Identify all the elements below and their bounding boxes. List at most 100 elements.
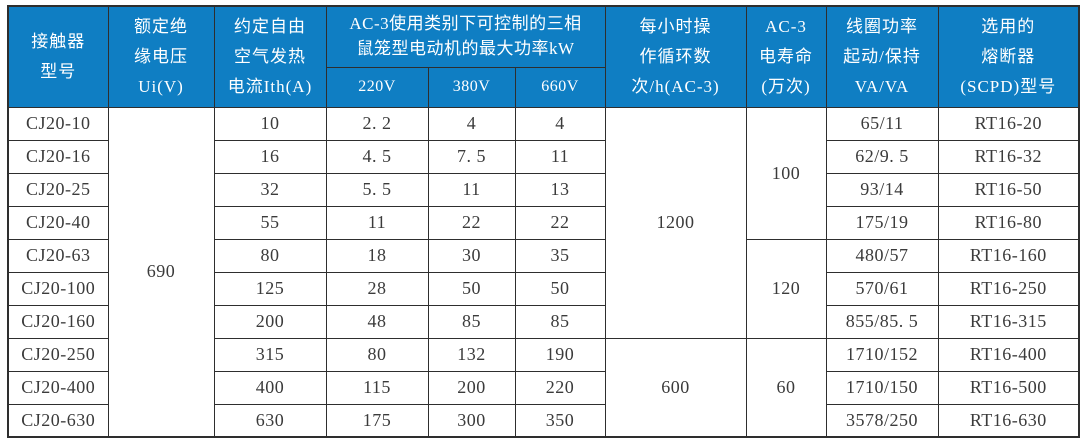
- cell-power-380v: 50: [427, 271, 516, 306]
- header-row-top: 接触器 型号 额定绝 缘电压 Ui(V) 约定自由 空气发热 电流Ith(A) …: [7, 5, 1080, 108]
- cell-power-220v: 175: [325, 403, 429, 438]
- cell-power-220v: 115: [325, 370, 429, 405]
- cell-fuse: RT16-630: [937, 403, 1080, 438]
- cell-power-220v: 80: [325, 337, 429, 372]
- cell-model: CJ20-100: [7, 271, 109, 306]
- header-insulation-voltage: 额定绝 缘电压 Ui(V): [107, 5, 215, 108]
- cell-coil-power: 62/9. 5: [825, 139, 939, 174]
- cell-fuse: RT16-400: [937, 337, 1080, 372]
- cell-power-380v: 11: [427, 172, 516, 207]
- header-operating-cycles: 每小时操 作循环数 次/h(AC-3): [604, 5, 747, 108]
- cell-life-group: 120: [745, 238, 827, 339]
- contactor-spec-table: 接触器 型号 额定绝 缘电压 Ui(V) 约定自由 空气发热 电流Ith(A) …: [7, 5, 1081, 438]
- cell-model: CJ20-63: [7, 238, 109, 273]
- cell-model: CJ20-250: [7, 337, 109, 372]
- header-thermal-current: 约定自由 空气发热 电流Ith(A): [213, 5, 327, 108]
- cell-power-380v: 300: [427, 403, 516, 438]
- cell-power-220v: 5. 5: [325, 172, 429, 207]
- cell-fuse: RT16-20: [937, 106, 1080, 141]
- cell-fuse: RT16-50: [937, 172, 1080, 207]
- cell-ui-voltage: 690: [107, 106, 215, 438]
- cell-power-220v: 4. 5: [325, 139, 429, 174]
- cell-life-group: 100: [745, 106, 827, 240]
- cell-model: CJ20-40: [7, 205, 109, 240]
- cell-ith: 125: [213, 271, 327, 306]
- cell-ith: 80: [213, 238, 327, 273]
- table-row: CJ20-100 125 28 50 50 570/61 RT16-250: [7, 271, 1080, 306]
- table-row: CJ20-250 315 80 132 190 600 60 1710/152 …: [7, 337, 1080, 438]
- cell-power-660v: 13: [514, 172, 606, 207]
- cell-model: CJ20-16: [7, 139, 109, 174]
- cell-model: CJ20-25: [7, 172, 109, 207]
- cell-power-220v: 2. 2: [325, 106, 429, 141]
- cell-model: CJ20-400: [7, 370, 109, 405]
- header-220v: 220V: [325, 66, 429, 108]
- header-model: 接触器 型号: [7, 5, 109, 108]
- cell-ith: 10: [213, 106, 327, 141]
- cell-coil-power: 175/19: [825, 205, 939, 240]
- cell-ith: 400: [213, 370, 327, 405]
- header-380v: 380V: [427, 66, 516, 108]
- table-row: CJ20-630 630 175 300 350 3578/250 RT16-6…: [7, 403, 1080, 438]
- cell-power-660v: 85: [514, 304, 606, 339]
- header-row-sub: 220V 380V 660V: [8, 66, 1079, 108]
- table-row: CJ20-16 16 4. 5 7. 5 11 62/9. 5 RT16-32: [7, 139, 1080, 174]
- cell-ith: 630: [213, 403, 327, 438]
- cell-model: CJ20-630: [7, 403, 109, 438]
- header-electrical-life: AC-3 电寿命 (万次): [745, 5, 827, 108]
- cell-model: CJ20-10: [7, 106, 109, 141]
- cell-power-220v: 48: [325, 304, 429, 339]
- cell-power-380v: 132: [427, 337, 516, 372]
- cell-power-220v: 18: [325, 238, 429, 273]
- cell-coil-power: 1710/150: [825, 370, 939, 405]
- header-ac3-max-power: AC-3使用类别下可控制的三相 鼠笼型电动机的最大功率kW: [325, 5, 606, 68]
- cell-power-380v: 4: [427, 106, 516, 141]
- table-row: CJ20-25 32 5. 5 11 13 93/14 RT16-50: [7, 172, 1080, 207]
- cell-power-660v: 190: [514, 337, 606, 372]
- header-coil-power: 线圈功率 起动/保持 VA/VA: [825, 5, 939, 108]
- cell-fuse: RT16-80: [937, 205, 1080, 240]
- cell-power-660v: 220: [514, 370, 606, 405]
- cell-fuse: RT16-250: [937, 271, 1080, 306]
- cell-power-380v: 85: [427, 304, 516, 339]
- cell-power-660v: 50: [514, 271, 606, 306]
- cell-ith: 315: [213, 337, 327, 372]
- cell-power-380v: 200: [427, 370, 516, 405]
- cell-cycles-group: 1200: [604, 106, 747, 339]
- cell-power-380v: 7. 5: [427, 139, 516, 174]
- cell-power-380v: 22: [427, 205, 516, 240]
- table-row: CJ20-160 200 48 85 85 855/85. 5 RT16-315: [7, 304, 1080, 339]
- cell-cycles-group: 600: [604, 337, 747, 438]
- header-fuse-model: 选用的 熔断器 (SCPD)型号: [937, 5, 1080, 108]
- table-row: CJ20-10 690 10 2. 2 4 4 1200 100 65/11 R…: [7, 106, 1080, 438]
- table-body: CJ20-10 690 10 2. 2 4 4 1200 100 65/11 R…: [7, 106, 1080, 438]
- cell-coil-power: 3578/250: [825, 403, 939, 438]
- cell-power-660v: 22: [514, 205, 606, 240]
- cell-fuse: RT16-315: [937, 304, 1080, 339]
- header-660v: 660V: [514, 66, 606, 108]
- cell-power-660v: 4: [514, 106, 606, 141]
- cell-ith: 55: [213, 205, 327, 240]
- cell-fuse: RT16-160: [937, 238, 1080, 273]
- cell-coil-power: 1710/152: [825, 337, 939, 372]
- cell-ith: 200: [213, 304, 327, 339]
- cell-coil-power: 65/11: [825, 106, 939, 141]
- cell-ith: 32: [213, 172, 327, 207]
- cell-model: CJ20-160: [7, 304, 109, 339]
- cell-power-220v: 28: [325, 271, 429, 306]
- cell-power-660v: 11: [514, 139, 606, 174]
- cell-fuse: RT16-32: [937, 139, 1080, 174]
- cell-power-380v: 30: [427, 238, 516, 273]
- table-header: 接触器 型号 额定绝 缘电压 Ui(V) 约定自由 空气发热 电流Ith(A) …: [7, 5, 1080, 108]
- cell-power-220v: 11: [325, 205, 429, 240]
- table-row: CJ20-63 80 18 30 35 120 480/57 RT16-160: [7, 238, 1080, 339]
- cell-power-660v: 350: [514, 403, 606, 438]
- table-row: CJ20-400 400 115 200 220 1710/150 RT16-5…: [7, 370, 1080, 405]
- cell-coil-power: 93/14: [825, 172, 939, 207]
- cell-coil-power: 480/57: [825, 238, 939, 273]
- cell-fuse: RT16-500: [937, 370, 1080, 405]
- cell-coil-power: 855/85. 5: [825, 304, 939, 339]
- table-row: CJ20-40 55 11 22 22 175/19 RT16-80: [7, 205, 1080, 240]
- cell-coil-power: 570/61: [825, 271, 939, 306]
